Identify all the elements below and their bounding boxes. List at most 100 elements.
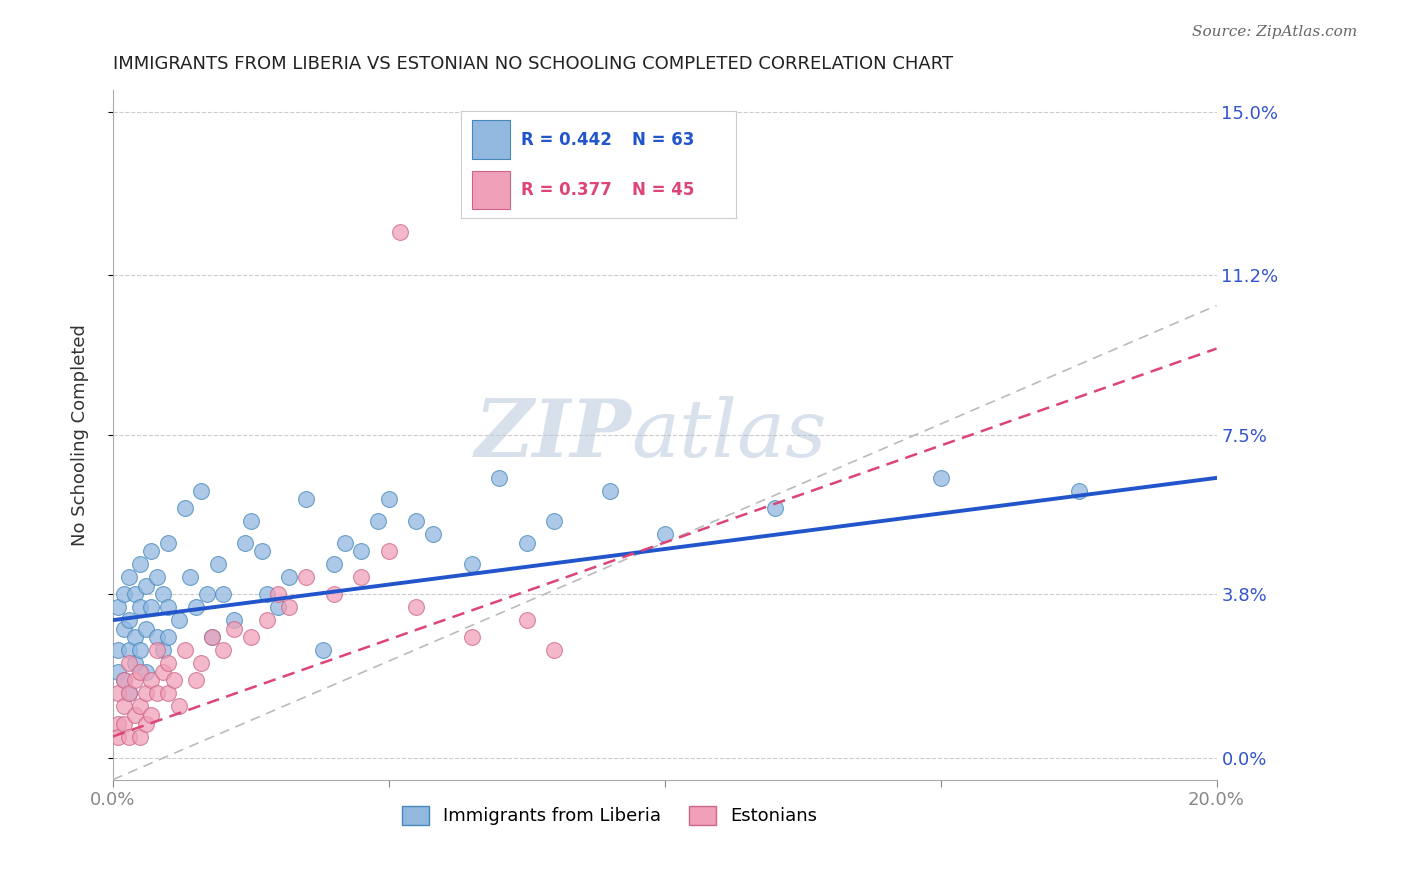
Point <box>107 686 129 700</box>
Point <box>201 631 224 645</box>
Point <box>124 657 146 671</box>
Point <box>167 613 190 627</box>
Point <box>135 716 157 731</box>
Text: IMMIGRANTS FROM LIBERIA VS ESTONIAN NO SCHOOLING COMPLETED CORRELATION CHART: IMMIGRANTS FROM LIBERIA VS ESTONIAN NO S… <box>112 55 953 73</box>
Point <box>184 673 207 688</box>
Point <box>146 686 169 700</box>
Point <box>141 544 163 558</box>
Point <box>112 622 135 636</box>
Point <box>107 665 129 679</box>
Point <box>422 527 444 541</box>
Point <box>267 600 290 615</box>
Point <box>107 600 129 615</box>
Point <box>1067 483 1090 498</box>
Point <box>233 535 256 549</box>
Point <box>129 699 152 714</box>
Point <box>146 643 169 657</box>
Point <box>141 708 163 723</box>
Point <box>167 699 190 714</box>
Point <box>135 665 157 679</box>
Point <box>201 631 224 645</box>
Point <box>250 544 273 558</box>
Point <box>152 587 174 601</box>
Point <box>295 570 318 584</box>
Point <box>763 501 786 516</box>
Point <box>157 657 180 671</box>
Y-axis label: No Schooling Completed: No Schooling Completed <box>72 324 89 546</box>
Point <box>107 716 129 731</box>
Point <box>212 587 235 601</box>
Point <box>278 570 301 584</box>
Point <box>516 613 538 627</box>
Point <box>405 600 427 615</box>
Point <box>224 613 246 627</box>
Point <box>460 631 482 645</box>
Point <box>350 570 373 584</box>
Point <box>516 535 538 549</box>
Point <box>543 643 565 657</box>
Point <box>543 514 565 528</box>
Point <box>405 514 427 528</box>
Point <box>173 501 195 516</box>
Point <box>112 699 135 714</box>
Point <box>135 686 157 700</box>
Point <box>267 587 290 601</box>
Point <box>311 643 333 657</box>
Point <box>173 643 195 657</box>
Point <box>224 622 246 636</box>
Point <box>152 665 174 679</box>
Point <box>239 631 262 645</box>
Point <box>179 570 201 584</box>
Point <box>118 613 141 627</box>
Point <box>322 557 344 571</box>
Point <box>388 225 411 239</box>
Legend: Immigrants from Liberia, Estonians: Immigrants from Liberia, Estonians <box>395 799 824 832</box>
Point <box>190 483 212 498</box>
Point <box>929 471 952 485</box>
Point <box>118 686 141 700</box>
Point <box>112 673 135 688</box>
Point <box>350 544 373 558</box>
Point <box>488 471 510 485</box>
Point <box>207 557 229 571</box>
Text: ZIP: ZIP <box>475 396 631 474</box>
Point <box>190 657 212 671</box>
Text: atlas: atlas <box>631 396 827 474</box>
Point <box>256 587 278 601</box>
Point <box>146 570 169 584</box>
Point <box>107 730 129 744</box>
Point <box>239 514 262 528</box>
Point <box>157 686 180 700</box>
Point <box>460 557 482 571</box>
Point <box>157 600 180 615</box>
Point <box>129 665 152 679</box>
Point <box>333 535 356 549</box>
Point <box>112 716 135 731</box>
Point <box>157 631 180 645</box>
Text: Source: ZipAtlas.com: Source: ZipAtlas.com <box>1191 25 1357 39</box>
Point <box>322 587 344 601</box>
Point <box>124 587 146 601</box>
Point <box>295 492 318 507</box>
Point <box>146 631 169 645</box>
Point <box>141 673 163 688</box>
Point <box>124 673 146 688</box>
Point <box>118 643 141 657</box>
Point <box>599 483 621 498</box>
Point <box>135 579 157 593</box>
Point <box>129 600 152 615</box>
Point <box>129 730 152 744</box>
Point <box>112 673 135 688</box>
Point <box>118 730 141 744</box>
Point <box>129 643 152 657</box>
Point <box>124 631 146 645</box>
Point <box>212 643 235 657</box>
Point <box>162 673 184 688</box>
Point <box>118 686 141 700</box>
Point <box>367 514 389 528</box>
Point <box>112 587 135 601</box>
Point <box>378 544 401 558</box>
Point <box>152 643 174 657</box>
Point <box>378 492 401 507</box>
Point <box>135 622 157 636</box>
